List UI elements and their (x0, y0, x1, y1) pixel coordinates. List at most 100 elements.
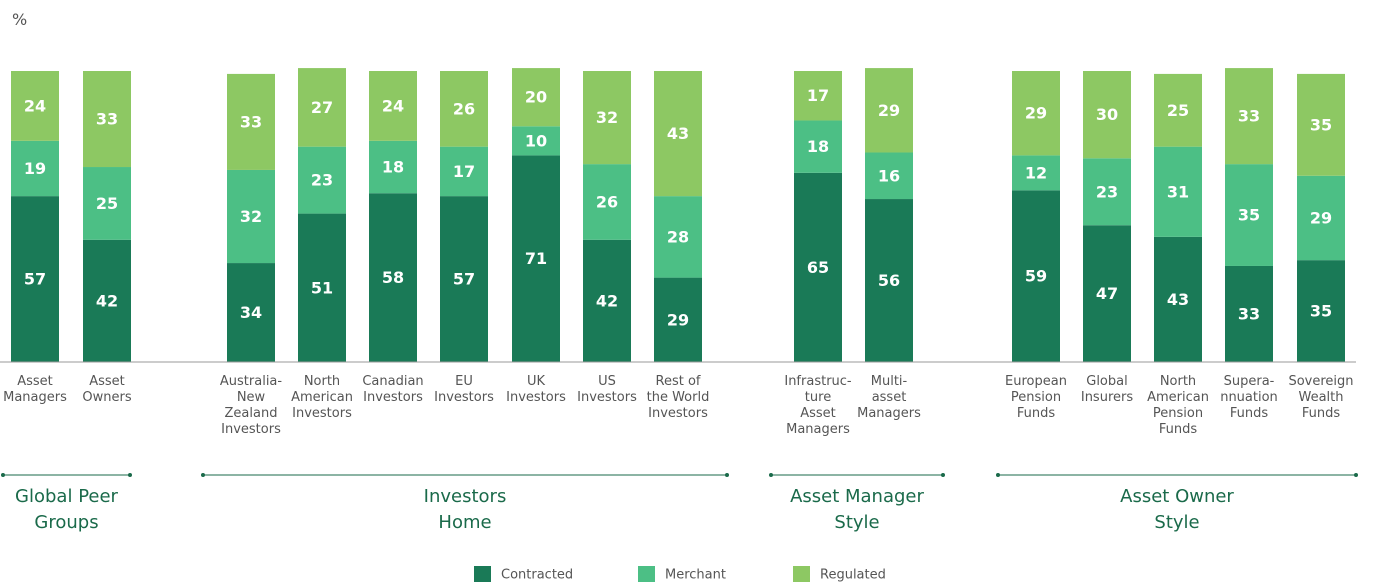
legend-swatch (638, 566, 655, 582)
bar-segment (369, 71, 417, 141)
value-label: 31 (1167, 182, 1189, 201)
legend-label: Regulated (820, 568, 886, 583)
bracket-dot (201, 473, 205, 477)
bracket-dot (996, 473, 1000, 477)
value-label: 24 (382, 96, 404, 115)
bar-segment (440, 196, 488, 362)
value-label: 71 (525, 249, 547, 268)
legend-label: Contracted (501, 568, 573, 583)
value-label: 43 (1167, 290, 1189, 309)
bar-segment (583, 71, 631, 165)
x-tick-label: Australia- New Zealand Investors (219, 374, 283, 437)
value-label: 34 (240, 303, 262, 322)
bar-segment (227, 73, 275, 170)
bar-segment (583, 239, 631, 362)
bar-segment (512, 155, 560, 362)
bar-segment (794, 172, 842, 362)
value-label: 57 (453, 270, 475, 289)
group-label: Global Peer Groups (15, 486, 118, 533)
value-label: 32 (596, 108, 618, 127)
x-tick-label: UK Investors (506, 374, 566, 405)
value-label: 65 (807, 258, 829, 277)
bar-segment (865, 199, 913, 362)
x-tick-label: Canadian Investors (362, 374, 424, 405)
bar-segment (794, 120, 842, 173)
value-label: 35 (1310, 115, 1332, 134)
value-label: 42 (96, 291, 118, 310)
bar-segment (1012, 190, 1060, 362)
bar-segment (369, 193, 417, 362)
value-label: 10 (525, 131, 547, 150)
bar-segment (1083, 225, 1131, 362)
value-label: 17 (807, 86, 829, 105)
value-label: 25 (1167, 101, 1189, 120)
bar-segment (83, 167, 131, 240)
value-label: 43 (667, 124, 689, 143)
bar-segment (1297, 73, 1345, 176)
group-label: Asset Owner Style (1120, 486, 1234, 533)
value-label: 23 (311, 171, 333, 190)
x-tick-label: Asset Managers (3, 374, 67, 405)
unit-label: % (12, 10, 28, 29)
bar-segment (1297, 260, 1345, 362)
bar-segment (11, 196, 59, 362)
bar-segment (369, 140, 417, 194)
x-tick-label: EU Investors (434, 374, 494, 405)
value-label: 26 (596, 192, 618, 211)
bar-segment (298, 146, 346, 214)
x-tick-label: European Pension Funds (1005, 374, 1067, 421)
bracket-dot (725, 473, 729, 477)
bar-segment (583, 164, 631, 240)
bar-segment (1154, 146, 1202, 237)
bar-segment (227, 169, 275, 264)
value-label: 29 (1025, 104, 1047, 123)
bar-segment (654, 277, 702, 362)
value-label: 12 (1025, 163, 1047, 182)
value-label: 33 (240, 112, 262, 131)
bracket-dot (128, 473, 132, 477)
bar-segment (11, 71, 59, 141)
bar-segment (512, 68, 560, 127)
legend-swatch (474, 566, 491, 582)
bracket-dot (769, 473, 773, 477)
bar-segment (1083, 158, 1131, 226)
value-label: 18 (807, 137, 829, 156)
value-label: 18 (382, 158, 404, 177)
value-label: 29 (667, 310, 689, 329)
x-tick-label: US Investors (577, 374, 637, 405)
value-label: 20 (525, 88, 547, 107)
value-label: 47 (1096, 284, 1118, 303)
value-label: 35 (1238, 206, 1260, 225)
bar-segment (1225, 68, 1273, 165)
value-label: 33 (1238, 107, 1260, 126)
bracket-dot (1354, 473, 1358, 477)
value-label: 23 (1096, 182, 1118, 201)
x-tick-label: Supera- nnuation Funds (1220, 374, 1278, 421)
value-label: 33 (96, 110, 118, 129)
value-label: 19 (24, 159, 46, 178)
value-label: 58 (382, 268, 404, 287)
group-label: Asset Manager Style (790, 486, 924, 533)
bar-segment (512, 126, 560, 156)
value-label: 32 (240, 207, 262, 226)
bar-segment (865, 152, 913, 200)
x-tick-label: Asset Owners (82, 374, 132, 405)
value-label: 29 (878, 101, 900, 120)
bar-segment (440, 71, 488, 147)
bar-segment (83, 239, 131, 362)
x-tick-label: Multi- asset Managers (857, 374, 921, 421)
x-tick-label: North American Investors (291, 374, 353, 421)
bar-segment (298, 68, 346, 147)
value-label: 59 (1025, 267, 1047, 286)
value-label: 33 (1238, 304, 1260, 323)
bar-segment (865, 68, 913, 153)
value-label: 27 (311, 98, 333, 117)
value-label: 29 (1310, 208, 1332, 227)
bracket-dot (1, 473, 5, 477)
x-tick-label: Rest of the World Investors (646, 374, 710, 421)
value-label: 35 (1310, 302, 1332, 321)
x-tick-label: Sovereign Wealth Funds (1288, 374, 1354, 421)
bar-segment (654, 196, 702, 278)
value-label: 42 (596, 291, 618, 310)
